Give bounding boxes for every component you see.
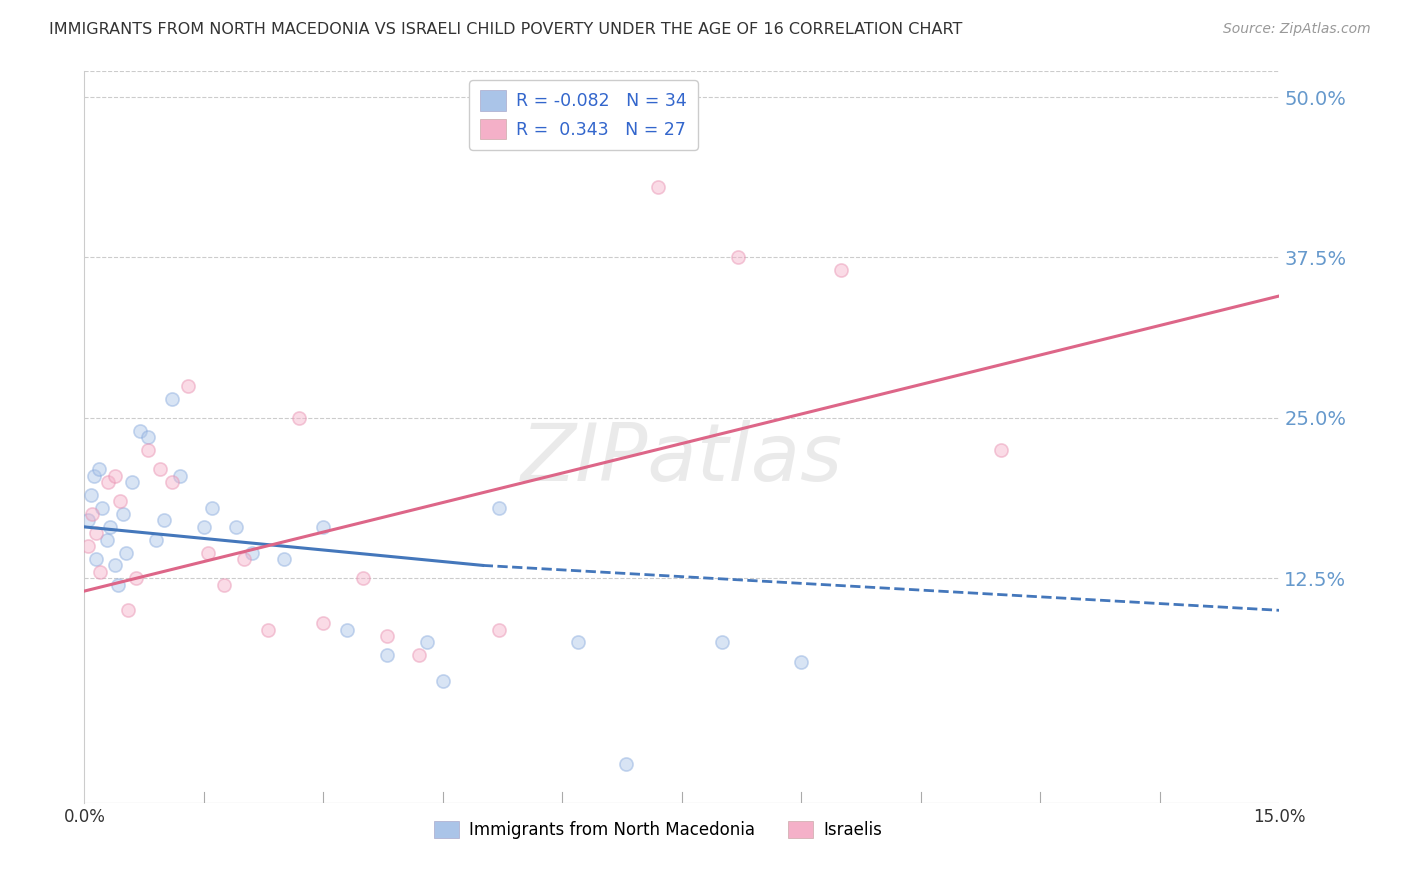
Point [121,475,143,489]
Point [96,533,118,547]
Point [110,494,132,508]
Point [83,468,105,483]
Point [169,468,191,483]
Point [98,520,121,534]
Point [86,552,108,566]
Point [87,462,110,476]
Text: IMMIGRANTS FROM NORTH MACEDONIA VS ISRAELI CHILD POVERTY UNDER THE AGE OF 16 COR: IMMIGRANTS FROM NORTH MACEDONIA VS ISRAE… [49,22,963,37]
Point [177,378,200,392]
Point [990,442,1012,457]
Legend: Immigrants from North Macedonia, Israelis: Immigrants from North Macedonia, Israeli… [427,814,889,846]
Point [336,623,359,637]
Point [830,263,852,277]
Point [125,571,148,585]
Point [201,500,224,515]
Point [97,475,120,489]
Text: Source: ZipAtlas.com: Source: ZipAtlas.com [1223,22,1371,37]
Point [82,507,104,521]
Point [614,757,637,772]
Point [136,430,159,444]
Point [647,179,669,194]
Point [232,552,254,566]
Point [567,635,589,649]
Point [136,442,159,457]
Point [86,526,108,541]
Point [193,520,215,534]
Point [90,500,112,515]
Point [117,603,139,617]
Point [212,577,235,591]
Point [312,616,335,631]
Point [727,251,749,265]
Point [89,565,111,579]
Point [225,520,247,534]
Point [375,648,398,663]
Point [145,533,167,547]
Point [114,545,136,559]
Point [107,577,129,591]
Point [129,424,152,438]
Point [240,545,263,559]
Point [352,571,374,585]
Point [288,410,311,425]
Point [710,635,733,649]
Point [197,545,219,559]
Point [273,552,295,566]
Point [80,488,103,502]
Point [416,635,439,649]
Point [77,539,100,553]
Point [375,629,398,643]
Point [488,500,510,515]
Point [160,392,183,406]
Point [488,623,510,637]
Point [790,655,813,669]
Point [104,558,127,573]
Point [111,507,134,521]
Point [104,468,127,483]
Point [153,514,176,528]
Point [312,520,335,534]
Point [77,514,100,528]
Point [256,623,278,637]
Text: ZIPatlas: ZIPatlas [520,420,844,498]
Point [432,673,454,688]
Point [160,475,183,489]
Point [149,462,172,476]
Point [408,648,430,663]
